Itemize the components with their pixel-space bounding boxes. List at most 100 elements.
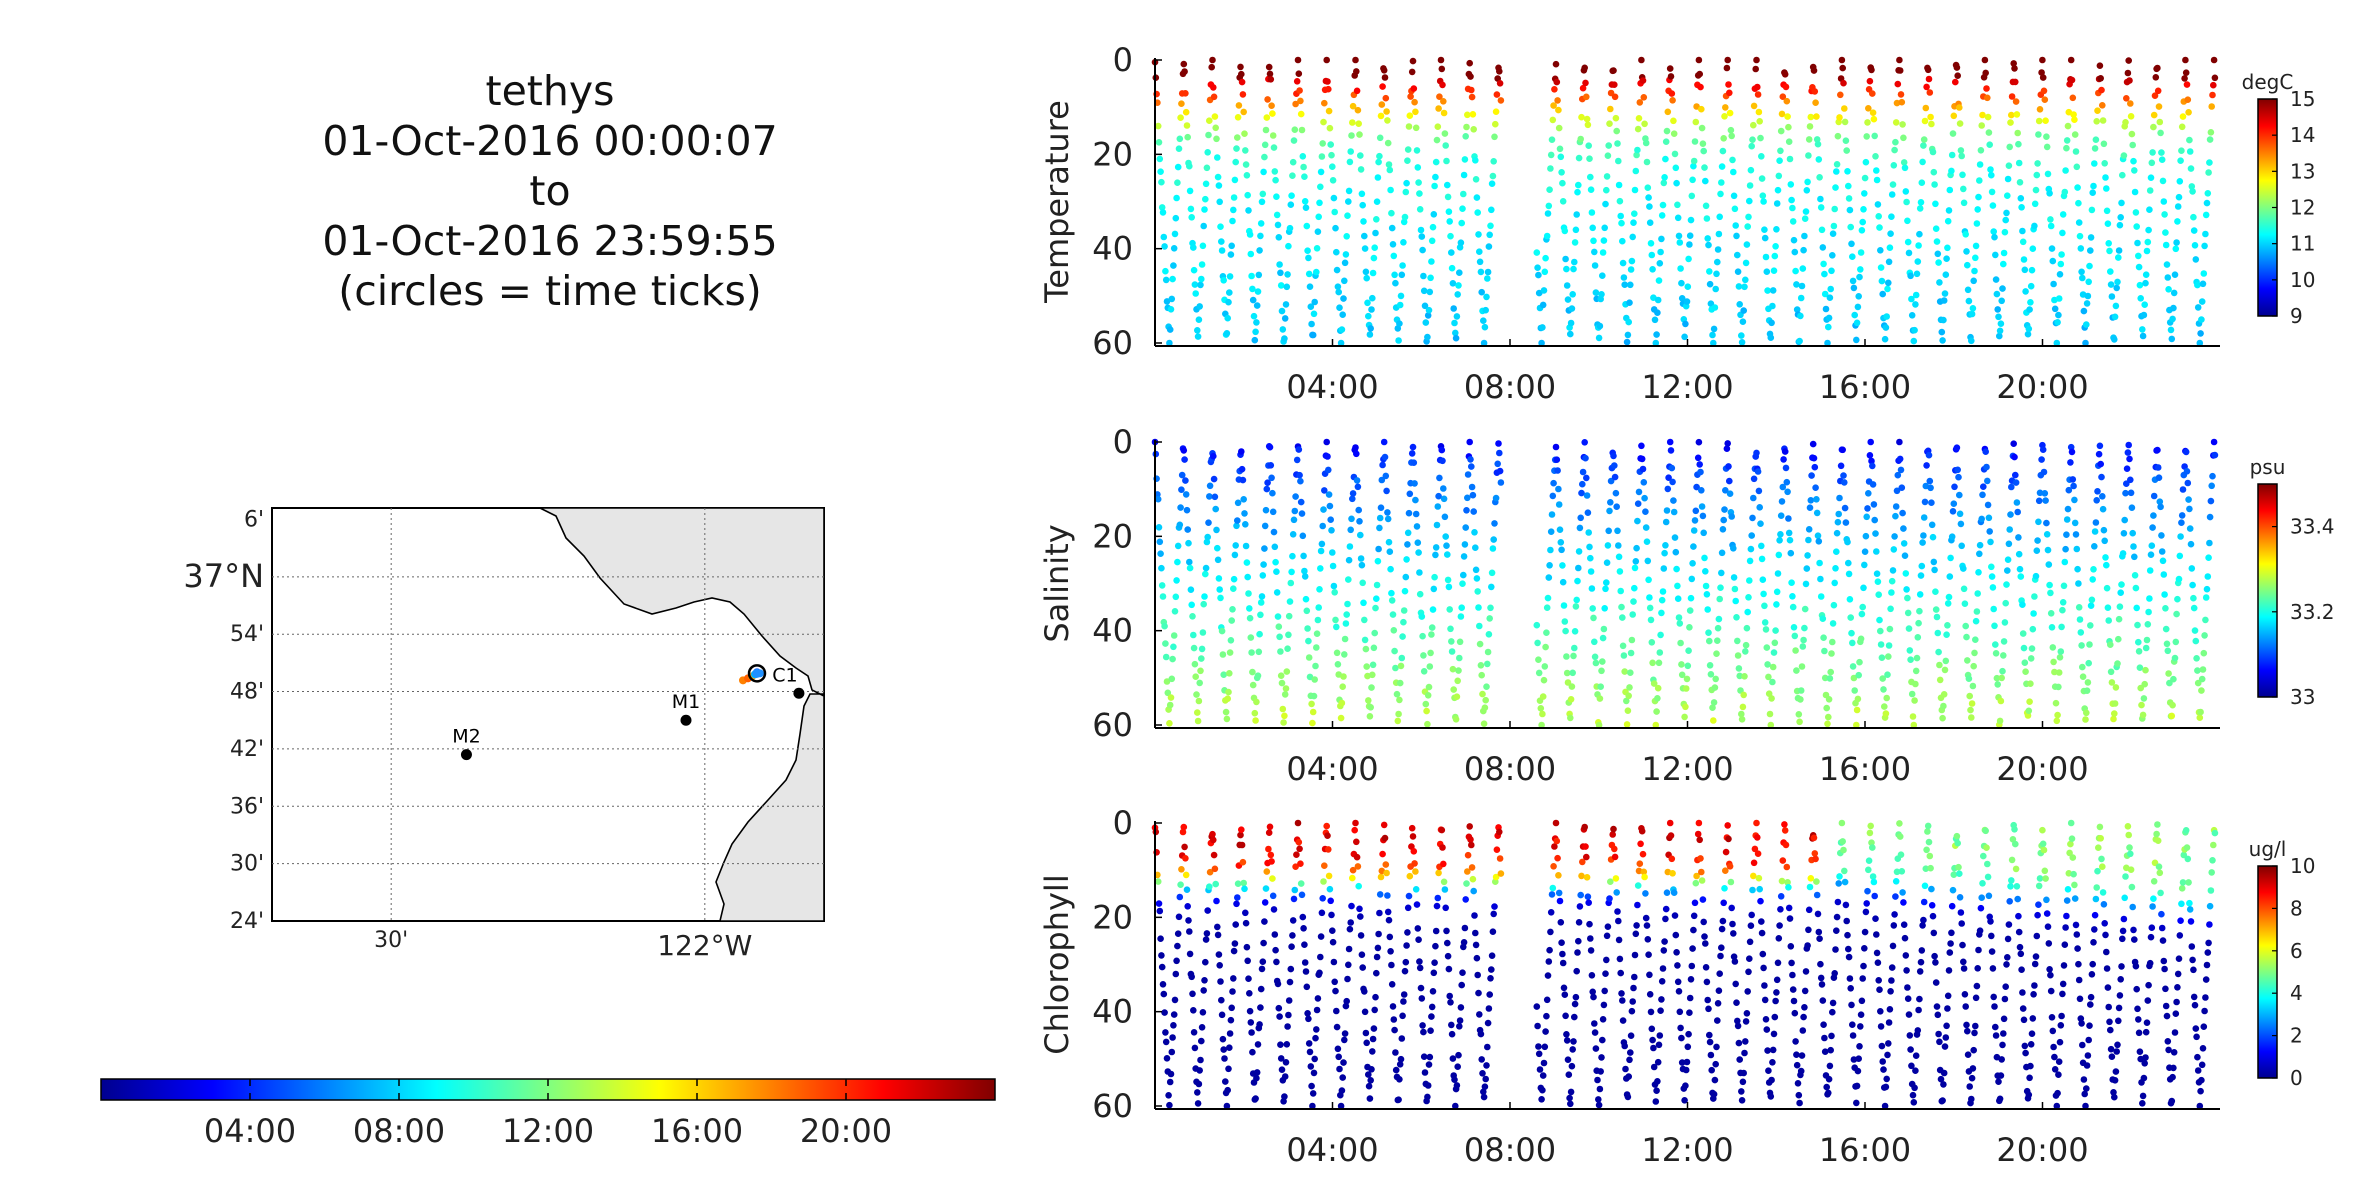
data-point [1410, 459, 1418, 467]
data-point [1237, 63, 1244, 71]
data-point [1552, 60, 1560, 68]
data-point [1922, 104, 1930, 112]
data-point [2150, 895, 2157, 902]
data-point [1702, 582, 1710, 590]
data-point [1377, 504, 1385, 512]
data-point [1547, 928, 1554, 936]
data-point [1238, 465, 1246, 473]
data-point [1369, 1048, 1376, 1055]
data-point [2055, 1058, 2063, 1065]
data-point [1958, 152, 1965, 160]
data-point [1496, 68, 1503, 75]
data-point [1571, 1013, 1578, 1021]
data-point [1860, 584, 1867, 592]
data-point [1649, 1036, 1656, 1044]
data-point [1543, 629, 1550, 636]
data-point [1670, 508, 1678, 516]
data-point [1611, 845, 1618, 853]
data-point [2209, 91, 2216, 99]
data-point [1318, 153, 1326, 160]
data-point [2087, 234, 2095, 241]
y-axis-label: Temperature [1038, 100, 1076, 304]
data-point [2027, 282, 2035, 290]
data-point [1672, 931, 1680, 939]
data-point [1429, 606, 1437, 613]
data-point [2158, 156, 2166, 163]
data-point [1670, 117, 1677, 125]
data-point [1892, 503, 1900, 510]
data-point [2094, 488, 2101, 495]
data-point [2099, 505, 2107, 513]
data-point [2165, 286, 2172, 293]
data-point [2027, 1041, 2035, 1048]
data-point [1688, 962, 1696, 970]
data-point [1714, 1017, 1721, 1024]
data-point [1319, 140, 1326, 147]
data-point [1280, 719, 1287, 726]
data-point [1194, 1089, 1201, 1096]
data-point [1841, 105, 1848, 112]
data-point [1422, 319, 1430, 326]
data-point [1205, 519, 1212, 526]
data-point [1985, 129, 1993, 136]
data-point [1733, 999, 1740, 1006]
data-point [1998, 297, 2005, 305]
data-point [1412, 886, 1420, 893]
data-point [1740, 691, 1747, 699]
data-point [2075, 604, 2083, 611]
data-point [2053, 717, 2061, 725]
data-point [1827, 1046, 1834, 1054]
y-tick-label: 20 [1092, 517, 1133, 555]
x-tick-label: 16:00 [1819, 750, 1911, 788]
data-point [2074, 565, 2081, 573]
data-point [2124, 69, 2132, 77]
data-point [1455, 1051, 1462, 1059]
data-point [1468, 86, 1475, 94]
data-point [1851, 311, 1858, 319]
data-point [2172, 1010, 2180, 1017]
data-point [1253, 319, 1260, 326]
data-point [1433, 521, 1441, 529]
data-point [2106, 247, 2113, 255]
data-point [1613, 889, 1620, 896]
data-point [1904, 238, 1912, 246]
data-point [1158, 952, 1165, 959]
data-point [1415, 936, 1422, 943]
data-point [1736, 672, 1743, 680]
data-point [1365, 697, 1372, 704]
data-point [1690, 543, 1697, 550]
data-point [1625, 318, 1632, 326]
data-point [2169, 315, 2176, 323]
data-point [2150, 111, 2158, 119]
data-point [1841, 878, 1849, 886]
data-point [2035, 518, 2042, 526]
data-point [1834, 132, 1842, 140]
data-point [2155, 474, 2163, 482]
data-point [2099, 117, 2107, 124]
data-point [2174, 218, 2181, 225]
data-point [1497, 97, 1505, 104]
data-point [1302, 595, 1310, 603]
data-point [1595, 721, 1603, 729]
data-point [2120, 530, 2128, 537]
data-point [1568, 683, 1576, 690]
data-point [1218, 996, 1225, 1004]
data-point [1305, 637, 1312, 645]
data-point [1600, 237, 1608, 244]
data-point [1349, 495, 1356, 503]
data-point [2019, 227, 2026, 235]
data-point [1960, 585, 1968, 593]
data-point [1657, 631, 1664, 639]
time-colorbar-tick: 04:00 [204, 1112, 296, 1150]
data-point [1262, 885, 1270, 892]
data-point [1177, 504, 1184, 511]
data-point [1269, 508, 1277, 516]
data-point [1889, 181, 1897, 188]
data-point [1972, 617, 1980, 625]
data-point [2148, 924, 2156, 931]
data-point [1544, 972, 1552, 979]
data-point [1805, 152, 1812, 159]
data-point [1294, 56, 1302, 64]
data-point [1888, 577, 1896, 585]
data-point [1984, 860, 1991, 868]
